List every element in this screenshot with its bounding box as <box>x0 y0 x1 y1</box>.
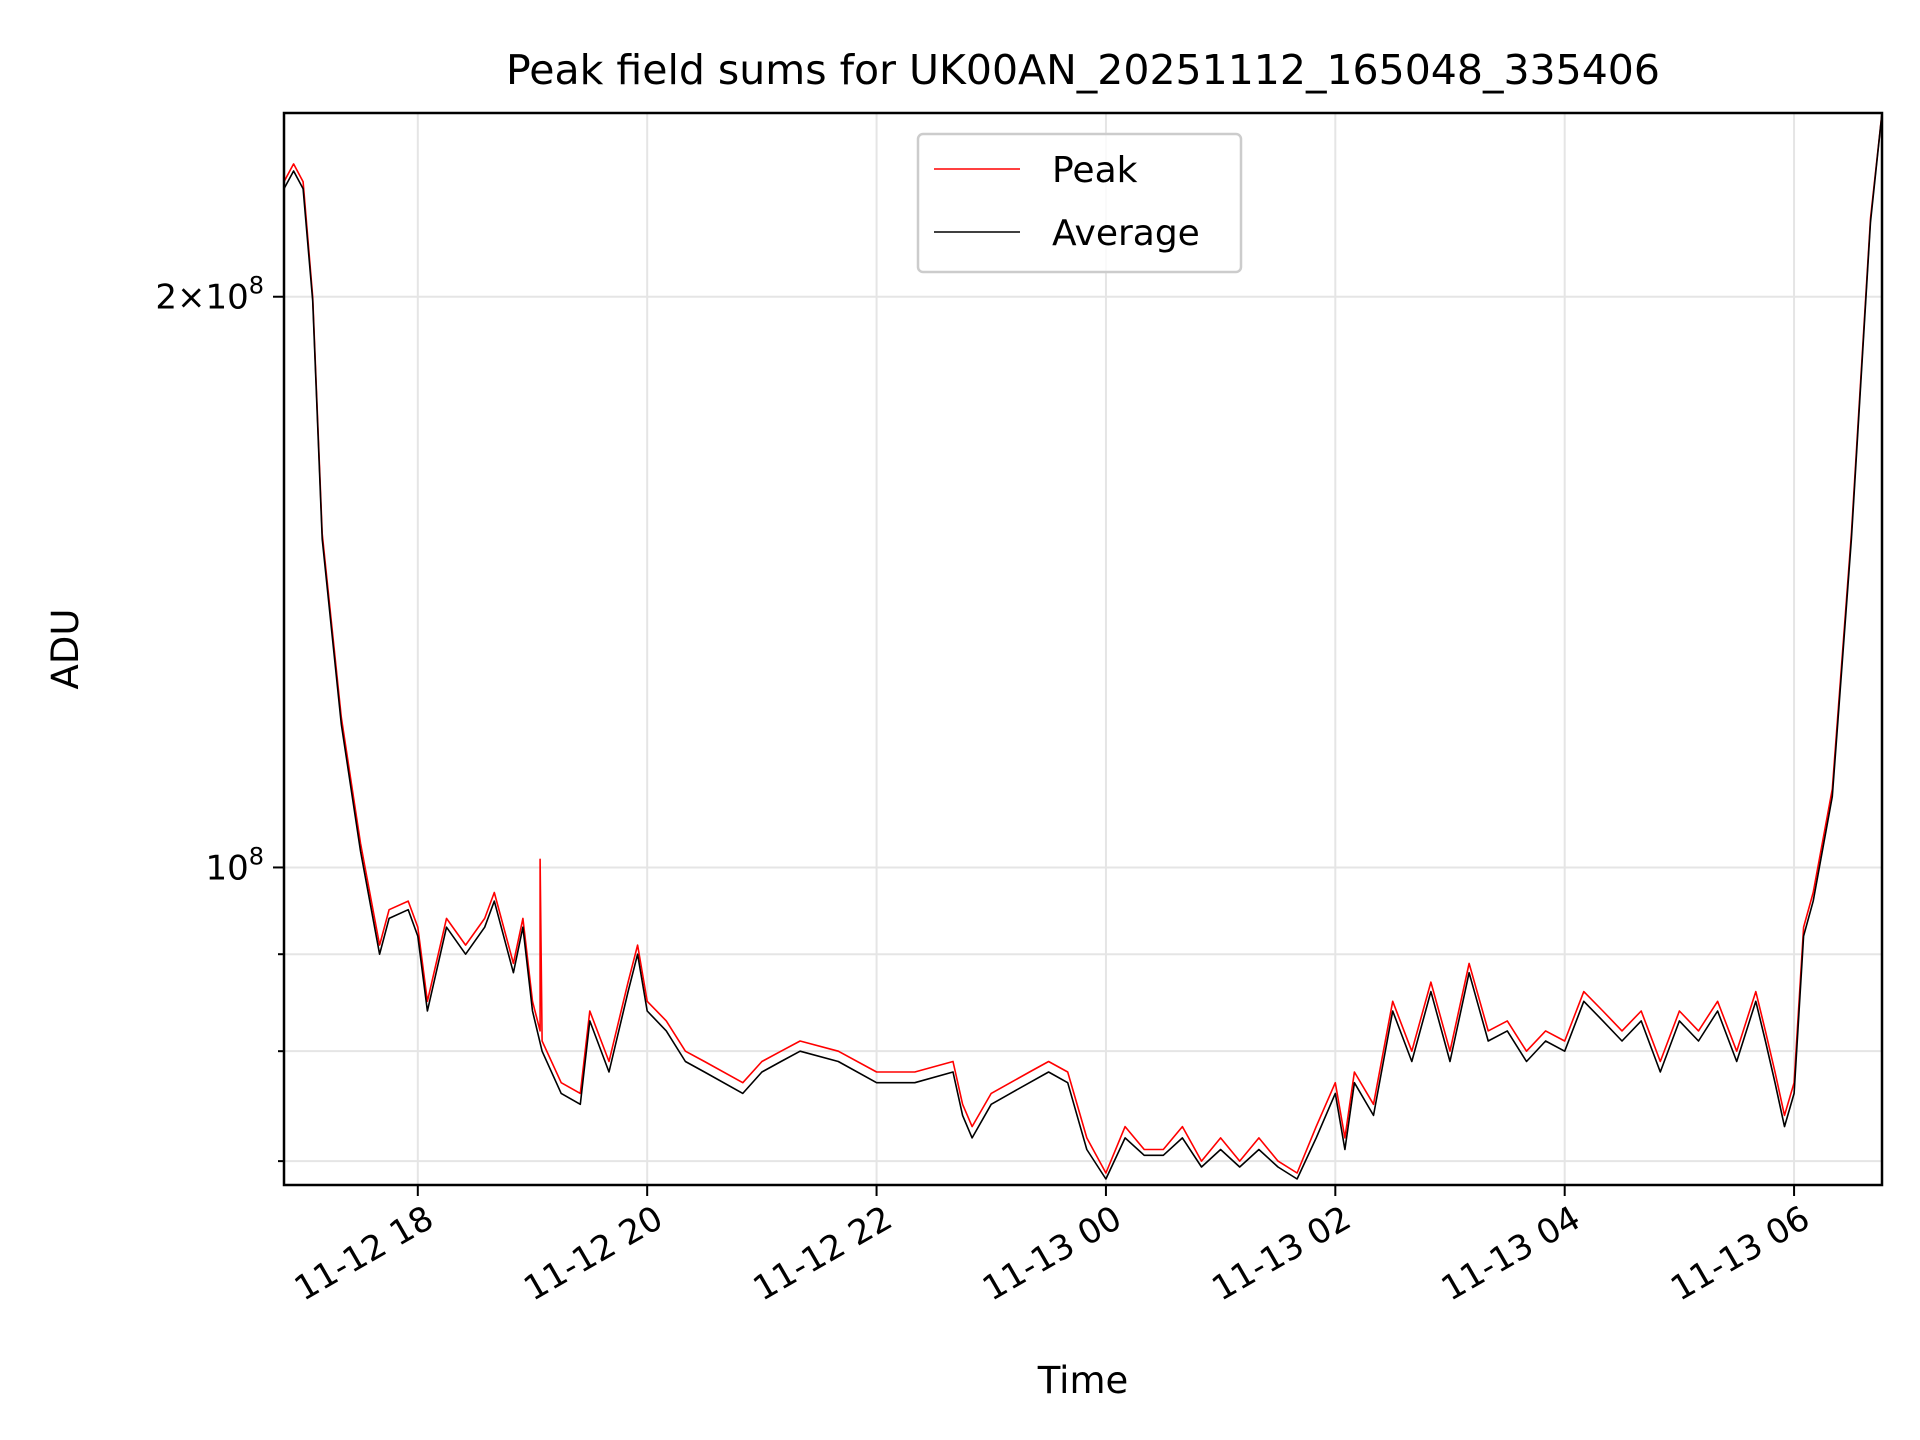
series-line-average <box>284 113 1882 1180</box>
y-axis-ticks: 2×108 108 <box>155 272 284 1163</box>
chart-title: Peak field sums for UK00AN_20251112_1650… <box>506 46 1660 94</box>
y-axis-label: ADU <box>44 609 87 690</box>
legend-label-peak: Peak <box>1052 150 1138 191</box>
y-tick-label: 2×108 <box>155 272 264 318</box>
y-tick-label: 108 <box>205 842 264 888</box>
legend: Peak Average <box>916 132 1243 274</box>
plot-frame <box>282 111 1884 1187</box>
x-axis-label: Time <box>1037 1359 1129 1402</box>
grid <box>284 113 1882 1185</box>
series-line-peak <box>284 113 1882 1174</box>
series-layer <box>284 113 1882 1180</box>
legend-label-average: Average <box>1052 213 1200 254</box>
